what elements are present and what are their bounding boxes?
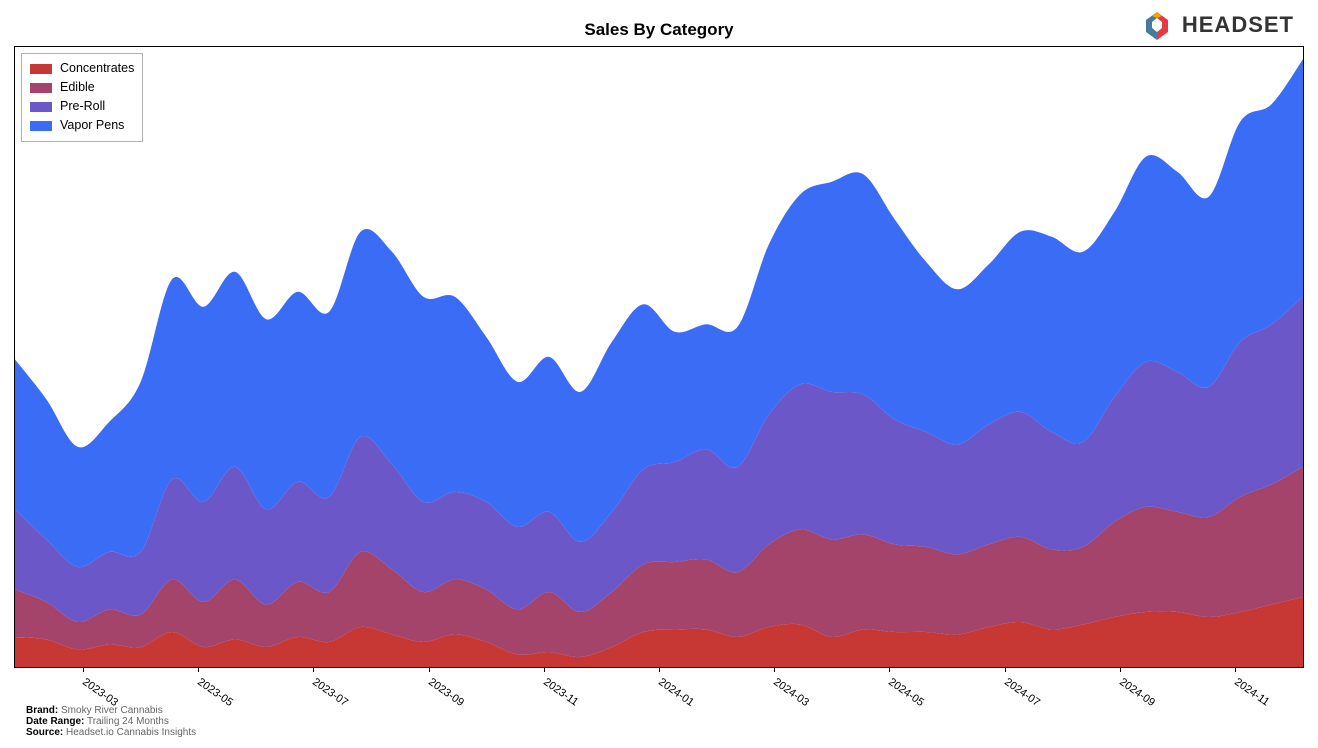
legend-item-edible: Edible <box>30 78 134 97</box>
footer-daterange-label: Date Range: <box>26 716 84 727</box>
legend-item-vapor-pens: Vapor Pens <box>30 116 134 135</box>
x-tick-label: 2024-05 <box>886 676 926 709</box>
legend-swatch <box>30 64 52 74</box>
legend-label: Vapor Pens <box>60 116 124 135</box>
legend-swatch <box>30 83 52 93</box>
footer-source-value: Headset.io Cannabis Insights <box>66 727 196 738</box>
x-tick-label: 2024-09 <box>1117 676 1157 709</box>
x-tick-label: 2024-03 <box>771 676 811 709</box>
x-tick-label: 2023-11 <box>541 676 580 709</box>
x-tick-label: 2024-11 <box>1232 676 1271 709</box>
legend-label: Edible <box>60 78 95 97</box>
chart-legend: ConcentratesEdiblePre-RollVapor Pens <box>21 53 143 142</box>
logo: HEADSET <box>1140 8 1294 42</box>
legend-item-pre-roll: Pre-Roll <box>30 97 134 116</box>
headset-logo-icon <box>1140 8 1174 42</box>
x-axis-ticks: 2023-032023-052023-072023-092023-112024-… <box>14 668 1304 708</box>
legend-label: Pre-Roll <box>60 97 105 116</box>
x-tick-label: 2023-05 <box>195 676 235 709</box>
footer-brand-value: Smoky River Cannabis <box>61 705 163 716</box>
chart-title: Sales By Category <box>584 20 733 40</box>
footer-brand-label: Brand: <box>26 705 58 716</box>
legend-swatch <box>30 121 52 131</box>
legend-item-concentrates: Concentrates <box>30 59 134 78</box>
footer-daterange-value: Trailing 24 Months <box>87 716 169 727</box>
legend-label: Concentrates <box>60 59 134 78</box>
chart-footer: Brand: Smoky River Cannabis Date Range: … <box>26 705 196 738</box>
x-tick-label: 2024-01 <box>656 676 696 709</box>
x-tick-label: 2023-09 <box>426 676 466 709</box>
footer-source-label: Source: <box>26 727 63 738</box>
area-chart-svg <box>15 47 1303 667</box>
legend-swatch <box>30 102 52 112</box>
logo-text: HEADSET <box>1182 12 1294 38</box>
chart-plot-area: ConcentratesEdiblePre-RollVapor Pens <box>14 46 1304 668</box>
x-tick-label: 2023-07 <box>311 676 351 709</box>
x-tick-label: 2024-07 <box>1002 676 1042 709</box>
